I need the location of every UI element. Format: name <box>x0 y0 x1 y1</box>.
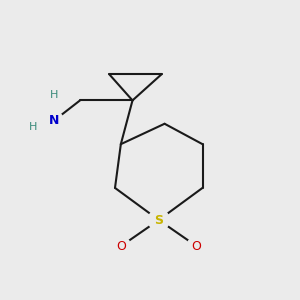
Circle shape <box>25 118 41 135</box>
Text: H: H <box>50 90 58 100</box>
Circle shape <box>187 237 206 256</box>
Text: H: H <box>29 122 38 132</box>
Text: O: O <box>116 240 126 253</box>
Text: S: S <box>154 214 163 226</box>
Circle shape <box>46 87 62 103</box>
Text: N: N <box>49 114 59 127</box>
Circle shape <box>111 237 130 256</box>
Circle shape <box>44 111 63 130</box>
Circle shape <box>148 209 169 231</box>
Text: O: O <box>192 240 202 253</box>
